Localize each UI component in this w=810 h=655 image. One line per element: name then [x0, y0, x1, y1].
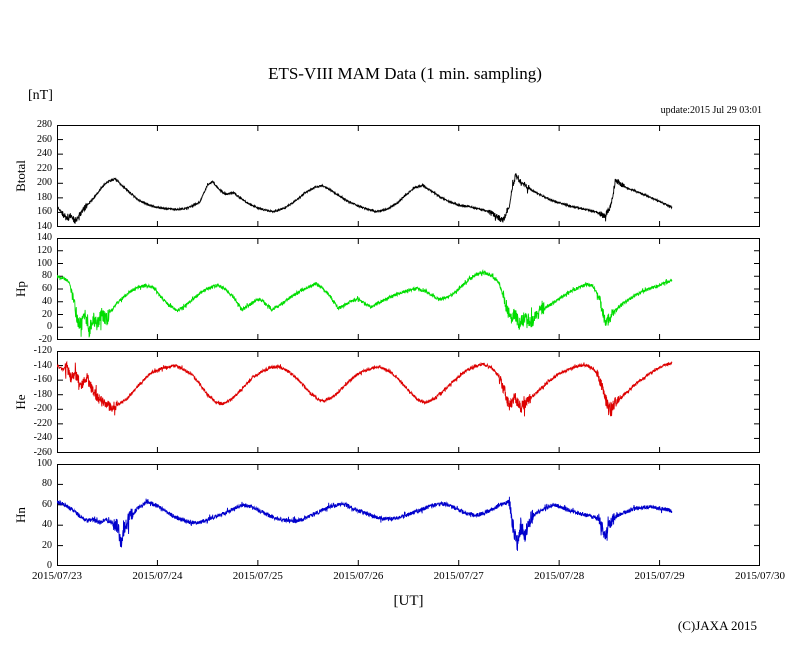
x-tick-label: 2015/07/23	[31, 570, 83, 582]
update-timestamp: update:2015 Jul 29 03:01	[660, 105, 762, 116]
panel-btotal-plot	[57, 125, 760, 227]
panel-border	[57, 351, 760, 453]
y-tick-label: 200	[37, 177, 52, 189]
y-tick-label: 20	[42, 539, 52, 551]
y-tick-label: 120	[37, 244, 52, 256]
y-tick-label: 40	[42, 519, 52, 531]
y-tick-label: 280	[37, 119, 52, 130]
x-tick-label: 2015/07/30	[734, 570, 786, 582]
panel-label-btotal: Btotal	[13, 160, 28, 192]
y-tick-label: 220	[37, 162, 52, 174]
x-tick-label: 2015/07/25	[232, 570, 283, 582]
x-tick-label: 2015/07/26	[333, 570, 384, 582]
panel-border	[57, 125, 760, 227]
y-tick-label: 240	[37, 148, 52, 160]
chart-title: ETS-VIII MAM Data (1 min. sampling)	[268, 64, 542, 83]
y-tick-label: 100	[37, 458, 52, 469]
y-tick-label: 80	[42, 478, 52, 490]
y-tick-label: 140	[37, 221, 52, 232]
hp-trace	[57, 269, 673, 338]
y-tick-label: -240	[33, 432, 52, 444]
btotal-trace	[57, 173, 673, 224]
panel-label-he: He	[13, 394, 28, 410]
panel-border	[57, 464, 760, 566]
hn-trace	[57, 496, 673, 551]
y-tick-label: -160	[33, 374, 52, 386]
panel-he-plot	[57, 351, 760, 453]
y-tick-label: 40	[42, 295, 52, 307]
y-tick-label: -200	[33, 403, 52, 415]
x-tick-label: 2015/07/29	[634, 570, 685, 582]
x-tick-label: 2015/07/27	[433, 570, 484, 582]
y-tick-label: 80	[42, 270, 52, 282]
y-tick-label: -20	[38, 334, 52, 345]
he-trace	[57, 360, 673, 417]
y-tick-label: 0	[47, 560, 52, 571]
y-tick-label: -120	[33, 345, 52, 356]
y-tick-label: 100	[37, 257, 52, 269]
y-tick-label: 60	[42, 283, 52, 294]
y-tick-label: 140	[37, 232, 52, 243]
y-tick-label: -260	[33, 447, 52, 458]
y-tick-label: 180	[37, 191, 52, 203]
y-tick-label: 160	[37, 206, 52, 218]
y-tick-label: -220	[33, 417, 52, 429]
panel-label-hp: Hp	[13, 281, 28, 297]
panel-hp-plot	[57, 238, 760, 340]
panel-hn-plot	[57, 464, 760, 566]
x-axis-label: [UT]	[393, 593, 424, 609]
y-tick-label: 60	[42, 498, 52, 510]
panel-border	[57, 238, 760, 340]
y-tick-label: -180	[33, 388, 52, 400]
y-tick-label: 0	[47, 321, 52, 333]
y-tick-label: -140	[33, 359, 52, 371]
panel-label-hn: Hn	[13, 507, 28, 523]
y-tick-label: 260	[37, 133, 52, 145]
credit-label: (C)JAXA 2015	[677, 618, 757, 633]
y-unit-label: [nT]	[28, 88, 53, 103]
x-tick-label: 2015/07/24	[132, 570, 183, 582]
y-tick-label: 20	[42, 308, 52, 320]
x-tick-label: 2015/07/28	[534, 570, 585, 582]
